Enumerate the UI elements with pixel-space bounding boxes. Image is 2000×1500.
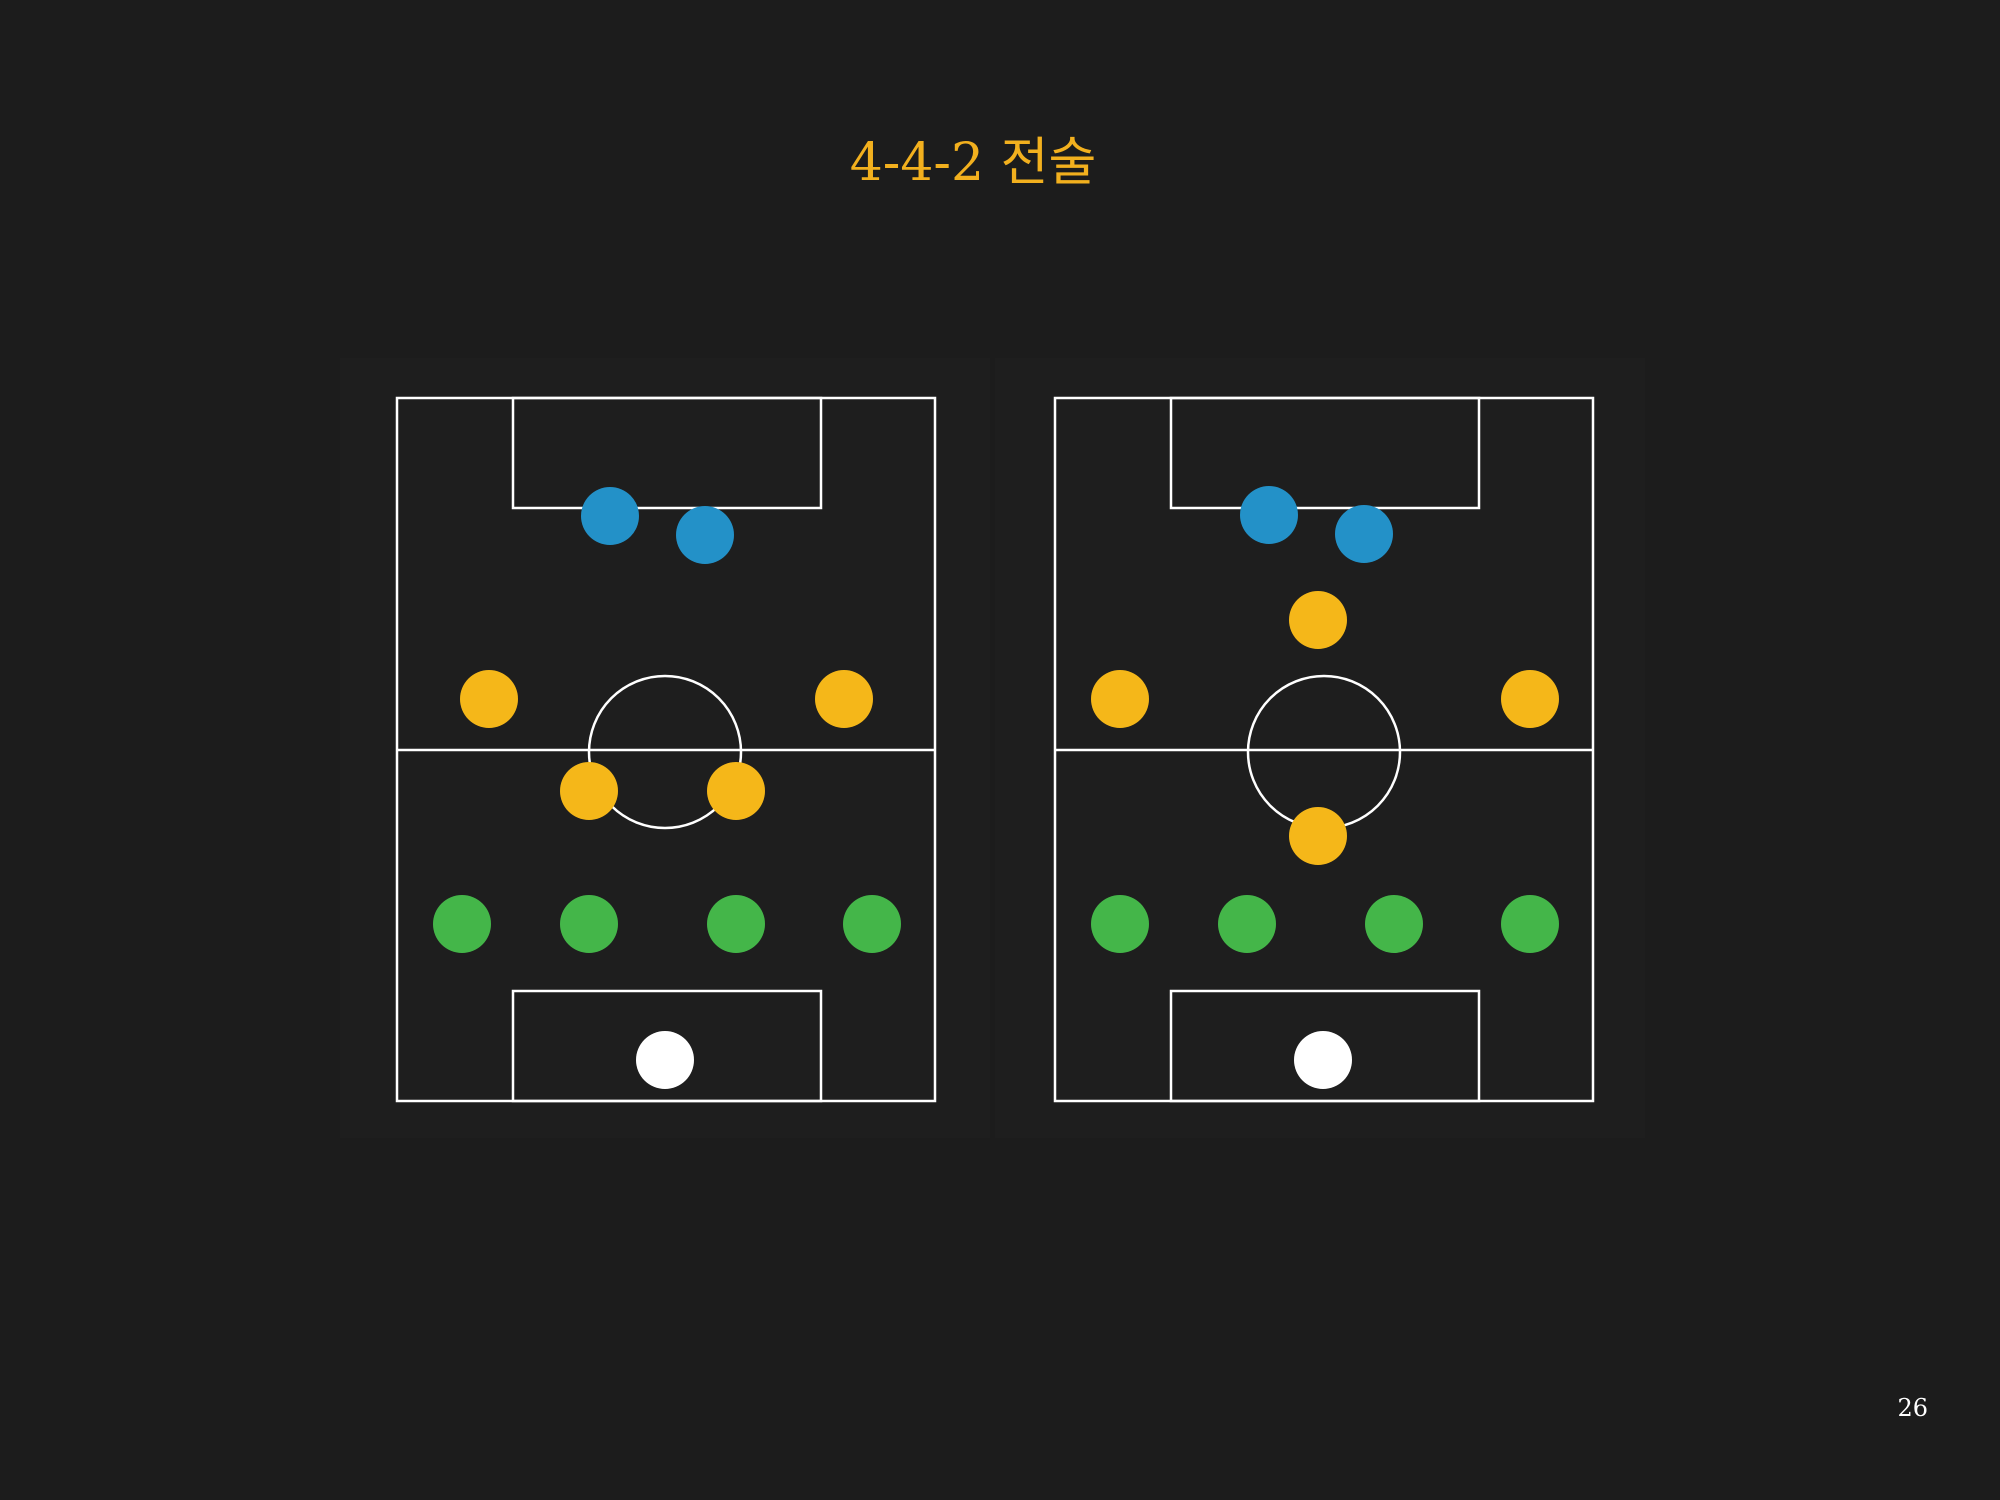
pitch-diagram-diamond: [1053, 396, 1595, 1103]
formation-panel-diamond: [995, 358, 1645, 1138]
defender-marker: [1501, 895, 1559, 953]
midfielder-marker: [815, 670, 873, 728]
players-flat: [433, 487, 901, 1089]
defender-marker: [707, 895, 765, 953]
midfielder-marker: [560, 762, 618, 820]
bottom-penalty-box: [511, 989, 823, 1103]
pitch-diagram-flat: [395, 396, 937, 1103]
defender-marker: [1218, 895, 1276, 953]
midfielder-marker: [1289, 591, 1347, 649]
forward-marker: [581, 487, 639, 545]
defender-marker: [1091, 895, 1149, 953]
forward-marker: [1335, 505, 1393, 563]
forward-marker: [1240, 486, 1298, 544]
midfielder-marker: [707, 762, 765, 820]
goalkeeper-marker: [636, 1031, 694, 1089]
defender-marker: [1365, 895, 1423, 953]
defender-marker: [433, 895, 491, 953]
defender-marker: [560, 895, 618, 953]
top-penalty-box: [511, 396, 823, 510]
formation-panel-flat: [340, 358, 990, 1138]
top-penalty-box: [1169, 396, 1481, 510]
center-circle: [1246, 674, 1402, 830]
forward-marker: [676, 506, 734, 564]
midfielder-marker: [1289, 807, 1347, 865]
slide-title: 4-4-2 전술: [849, 133, 1097, 193]
center-circle: [587, 674, 743, 830]
players-diamond: [1091, 486, 1559, 1089]
defender-marker: [843, 895, 901, 953]
page-number: 26: [1897, 1394, 1928, 1422]
goalkeeper-marker: [1294, 1031, 1352, 1089]
midfielder-marker: [1091, 670, 1149, 728]
midfielder-marker: [460, 670, 518, 728]
midfielder-marker: [1501, 670, 1559, 728]
bottom-penalty-box: [1169, 989, 1481, 1103]
